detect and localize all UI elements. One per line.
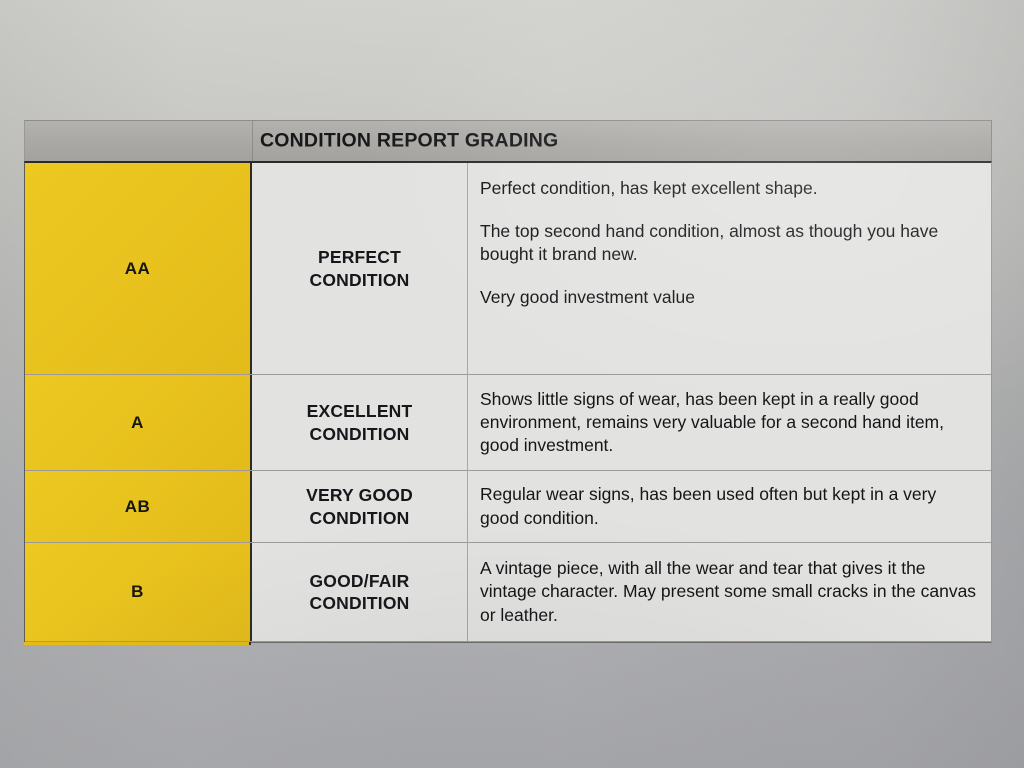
condition-label-cell: GOOD/FAIR CONDITION <box>252 543 468 641</box>
condition-description-cell: A vintage piece, with all the wear and t… <box>468 543 991 641</box>
condition-label-line1: EXCELLENT <box>306 401 413 422</box>
condition-label-cell: VERY GOOD CONDITION <box>252 471 468 542</box>
grade-code-cell: AA <box>25 163 252 374</box>
header-column-divider <box>252 121 253 161</box>
condition-report-grading-table: CONDITION REPORT GRADING AA PERFECT COND… <box>24 120 992 645</box>
table-row: A EXCELLENT CONDITION Shows little signs… <box>25 375 991 471</box>
condition-label-line2: CONDITION <box>309 269 410 290</box>
grade-column-overhang <box>24 642 251 645</box>
description-paragraph: Perfect condition, has kept excellent sh… <box>480 178 818 198</box>
condition-label-line2: CONDITION <box>309 507 410 528</box>
grade-code-cell: B <box>25 543 252 641</box>
condition-description-cell: Regular wear signs, has been used often … <box>468 471 991 542</box>
table-row: AB VERY GOOD CONDITION Regular wear sign… <box>25 471 991 543</box>
condition-label-line1: GOOD/FAIR <box>309 570 410 591</box>
condition-label-cell: EXCELLENT CONDITION <box>252 375 468 470</box>
description-paragraph: Regular wear signs, has been used often … <box>480 484 937 528</box>
condition-label-cell: PERFECT CONDITION <box>252 163 468 374</box>
description-paragraph: A vintage piece, with all the wear and t… <box>480 558 977 625</box>
page-title: CONDITION REPORT GRADING <box>260 129 559 152</box>
condition-description-cell: Shows little signs of wear, has been kep… <box>468 375 991 470</box>
description-paragraph: Shows little signs of wear, has been kep… <box>480 388 944 456</box>
grade-code-cell: AB <box>25 471 252 542</box>
table-header-bar: CONDITION REPORT GRADING <box>24 120 992 161</box>
table-body: AA PERFECT CONDITION Perfect condition, … <box>24 161 992 645</box>
grade-code-aa: AA <box>124 258 151 278</box>
condition-label-line2: CONDITION <box>309 593 410 613</box>
table-row: B GOOD/FAIR CONDITION A vintage piece, w… <box>25 543 991 642</box>
grade-code-cell: A <box>25 375 252 470</box>
table-row: AA PERFECT CONDITION Perfect condition, … <box>25 163 991 375</box>
grade-code-a: A <box>131 412 144 432</box>
condition-label-line1: PERFECT <box>317 247 402 268</box>
condition-label-line2: CONDITION <box>309 423 410 444</box>
description-paragraph: Very good investment value <box>480 287 695 308</box>
description-paragraph: The top second hand condition, almost as… <box>480 221 939 265</box>
condition-description-cell: Perfect condition, has kept excellent sh… <box>468 163 991 374</box>
condition-label-line1: VERY GOOD <box>306 485 413 506</box>
grade-code-b: B <box>131 582 144 601</box>
grade-code-ab: AB <box>124 496 151 516</box>
